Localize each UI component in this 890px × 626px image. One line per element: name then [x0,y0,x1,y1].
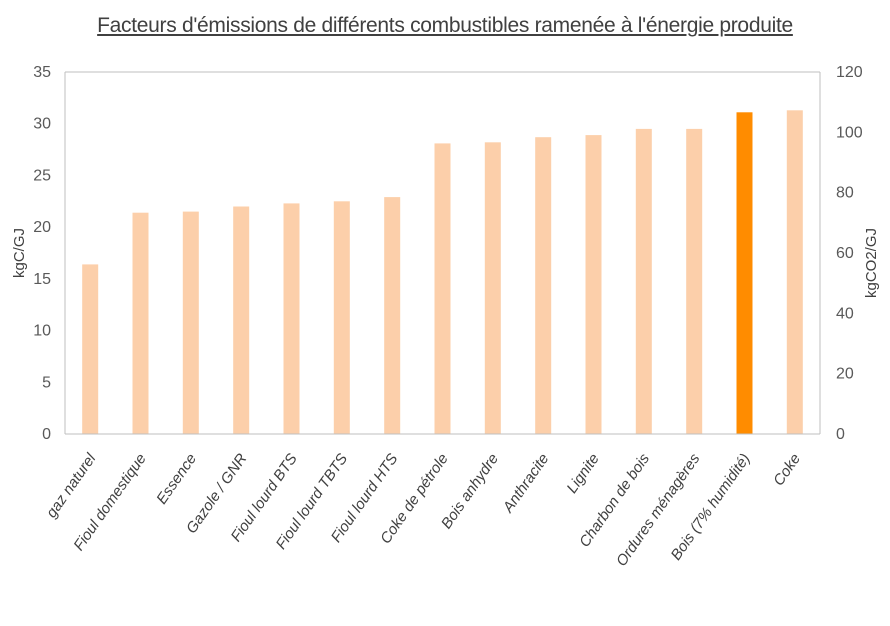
y2-tick-label: 0 [836,426,845,443]
category-label: Coke [770,451,804,489]
bar-2 [182,211,199,434]
y2-tick-label: 80 [836,185,854,202]
bar-11 [635,128,652,434]
chart-title: Facteurs d'émissions de différents combu… [97,14,793,37]
y-tick-label: 25 [33,167,51,184]
y-tick-label: 15 [33,271,51,288]
bar-9 [535,137,552,434]
y-tick-label: 10 [33,323,51,340]
category-label: Lignite [563,451,602,497]
y-tick-label: 5 [42,374,51,391]
bar-6 [384,197,401,434]
y-axis-ticks: 0 5 10 15 20 25 30 35 [33,64,51,443]
bar-1 [132,212,149,434]
y2-tick-label: 40 [836,305,854,322]
y2-axis-ticks: 0 20 40 60 80 100 120 [836,64,863,443]
y-tick-label: 0 [42,426,51,443]
category-label: gaz naturel [43,450,100,521]
axes [64,71,821,435]
y2-axis-label: kgCO2/GJ [863,228,880,298]
category-label: Anthracite [499,451,552,517]
bar-0 [82,264,99,434]
bar-4 [283,203,300,434]
bar-7 [434,143,451,434]
category-label: Essence [153,451,200,508]
bar-10 [585,135,602,434]
y-tick-label: 30 [33,116,51,133]
y-tick-label: 35 [33,64,51,81]
y2-tick-label: 120 [836,64,863,81]
bar-3 [233,206,250,434]
y-axis-label: kgC/GJ [11,228,28,278]
bar-14 [786,110,803,435]
y2-tick-label: 20 [836,366,854,383]
bar-group [82,110,803,435]
bar-13 [736,112,753,435]
y-tick-label: 20 [33,219,51,236]
y2-tick-label: 100 [836,124,863,141]
bar-5 [333,201,350,434]
bar-8 [484,142,501,435]
y2-tick-label: 60 [836,245,854,262]
bar-12 [686,128,703,434]
